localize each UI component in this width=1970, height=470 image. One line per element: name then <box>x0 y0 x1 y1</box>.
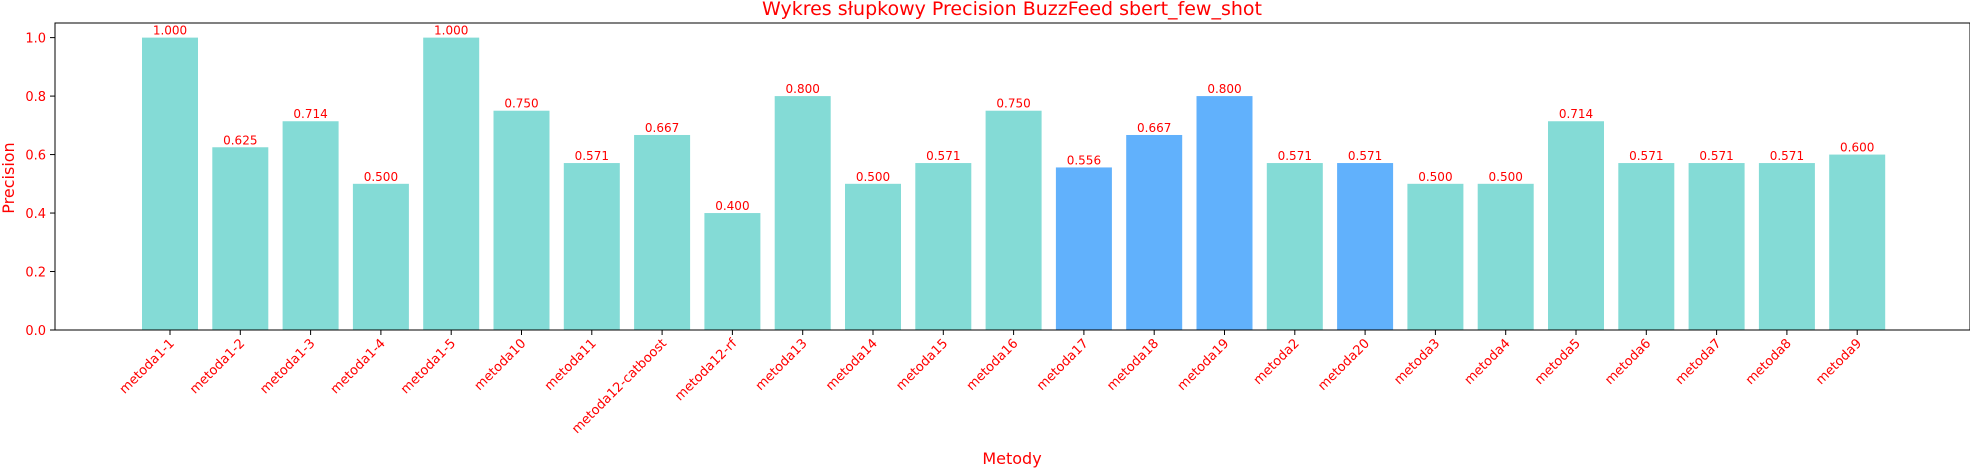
y-axis-ticks: 0.0 0.2 0.4 0.6 0.8 1.0 <box>25 32 55 339</box>
bar-metoda11 <box>563 163 620 330</box>
bar-metoda12-catboost <box>634 134 691 330</box>
bar-value-label: 0.571 <box>575 149 609 163</box>
bar-metoda1-1 <box>142 37 198 330</box>
bar-metoda13 <box>774 96 831 330</box>
bar-value-label: 0.800 <box>786 82 820 96</box>
bar-metoda6 <box>1618 163 1675 330</box>
bar-value-label: 0.571 <box>1348 149 1382 163</box>
bar-metoda5 <box>1548 121 1604 331</box>
bar-metoda1-4 <box>352 183 409 330</box>
bar-value-label: 0.500 <box>856 170 890 184</box>
bar-value-label: 0.571 <box>1278 149 1312 163</box>
x-tick-label: metoda20 <box>1315 336 1373 394</box>
bar-value-label: 0.500 <box>1489 170 1523 184</box>
bar-value-label: 0.600 <box>1840 141 1874 155</box>
bar-value-label: 0.625 <box>223 133 257 147</box>
bar-value-label: 0.400 <box>715 199 749 213</box>
x-tick-label: metoda1-4 <box>328 336 389 397</box>
x-axis-ticks: metoda1-1 metoda1-2 metoda1-3 metoda1-4 meto… <box>117 330 1865 437</box>
bar-metoda4 <box>1477 183 1534 330</box>
bar-value-labels: 1.000 0.625 0.714 0.500 1.000 0.750 0.571 0.667… <box>153 24 1875 213</box>
x-tick-label: metoda3 <box>1391 336 1443 388</box>
y-tick-label: 1.0 <box>25 32 46 47</box>
bar-metoda2 <box>1266 163 1323 330</box>
x-tick-label: metoda2 <box>1251 336 1303 388</box>
bar-metoda17 <box>1055 167 1112 330</box>
x-tick-label: metoda12-rf <box>672 336 740 404</box>
x-tick-label: metoda4 <box>1462 336 1514 388</box>
bar-metoda10 <box>493 110 550 330</box>
x-tick-label: metoda7 <box>1673 336 1725 388</box>
x-tick-label: metoda16 <box>964 336 1022 394</box>
bar-value-label: 0.750 <box>996 97 1030 111</box>
bar-value-label: 0.667 <box>1137 121 1171 135</box>
bar-value-label: 0.571 <box>926 149 960 163</box>
bar-metoda16 <box>985 110 1042 330</box>
bar-metoda7 <box>1688 163 1745 330</box>
x-axis-label: Metody <box>982 449 1041 468</box>
x-tick-label: metoda1-3 <box>257 336 318 397</box>
bar-metoda12-rf <box>704 213 761 330</box>
x-tick-label: metoda14 <box>823 336 881 394</box>
bar-metoda19 <box>1196 96 1253 330</box>
bar-metoda14 <box>845 183 901 330</box>
bar-metoda8 <box>1758 163 1815 330</box>
x-tick-label: metoda1-2 <box>187 336 248 397</box>
x-tick-label: metoda13 <box>753 336 811 394</box>
bar-metoda20 <box>1337 163 1394 330</box>
x-tick-label: metoda8 <box>1743 336 1795 388</box>
bar-metoda15 <box>915 163 972 330</box>
bar-value-label: 0.571 <box>1629 149 1663 163</box>
bar-value-label: 0.714 <box>1559 107 1593 121</box>
x-tick-label: metoda17 <box>1034 336 1092 394</box>
bar-metoda9 <box>1829 154 1886 330</box>
bar-value-label: 0.800 <box>1207 82 1241 96</box>
x-tick-label: metoda19 <box>1175 336 1233 394</box>
bar-value-label: 0.750 <box>504 97 538 111</box>
x-tick-label: metoda1-5 <box>398 336 459 397</box>
x-tick-label: metoda10 <box>472 336 530 394</box>
bars-group <box>142 37 1886 331</box>
y-tick-label: 0.0 <box>25 324 46 339</box>
bar-value-label: 0.500 <box>364 170 398 184</box>
x-tick-label: metoda1-1 <box>117 336 178 397</box>
bar-value-label: 0.667 <box>645 121 679 135</box>
y-axis-label: Precision <box>0 142 18 213</box>
x-tick-label: metoda5 <box>1532 336 1584 388</box>
x-tick-label: metoda6 <box>1602 336 1654 388</box>
bar-metoda1-5 <box>423 37 480 330</box>
bar-metoda1-3 <box>282 121 339 331</box>
x-tick-label: metoda9 <box>1813 336 1865 388</box>
bar-value-label: 1.000 <box>434 24 468 38</box>
y-tick-label: 0.6 <box>25 149 46 164</box>
bar-value-label: 0.556 <box>1067 153 1101 167</box>
bar-value-label: 0.714 <box>293 107 327 121</box>
x-tick-label: metoda15 <box>894 336 952 394</box>
bar-metoda18 <box>1126 134 1183 330</box>
bar-metoda1-2 <box>212 147 269 330</box>
bar-value-label: 0.571 <box>1770 149 1804 163</box>
plot-frame <box>54 22 1970 331</box>
y-tick-label: 0.2 <box>25 266 46 281</box>
chart-title: Wykres słupkowy Precision BuzzFeed sbert… <box>762 0 1262 20</box>
x-tick-label: metoda11 <box>542 336 600 394</box>
x-tick-label: metoda18 <box>1104 336 1162 394</box>
bar-value-label: 0.571 <box>1699 149 1733 163</box>
y-tick-label: 0.4 <box>25 207 46 222</box>
y-tick-label: 0.8 <box>25 90 46 105</box>
bar-value-label: 0.500 <box>1418 170 1452 184</box>
bar-value-label: 1.000 <box>153 24 187 38</box>
bar-metoda3 <box>1407 183 1464 330</box>
